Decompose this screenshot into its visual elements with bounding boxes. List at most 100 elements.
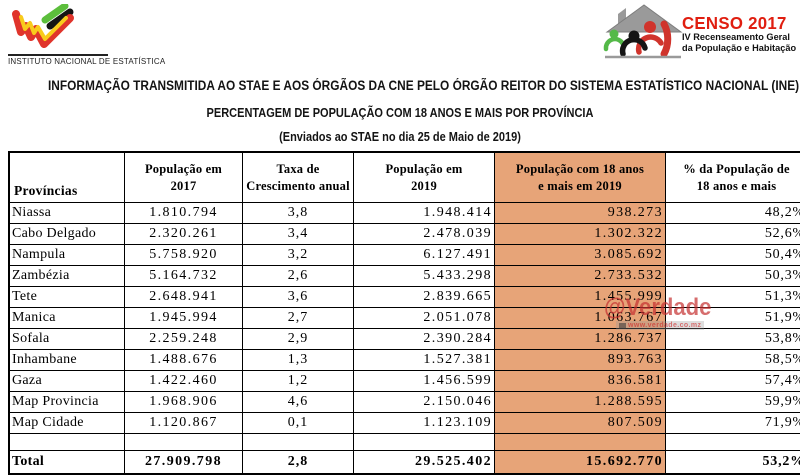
value-cell: 58,5% [665,349,800,371]
empty-row [8,433,800,451]
value-cell: 1.948.414 [353,202,495,224]
value-cell: 1.063.767 [494,307,666,329]
value-cell: 48,2% [665,202,800,224]
value-cell: 51,3% [665,286,800,308]
value-cell: 2.259.248 [124,328,243,350]
document-title-line1: INFORMAÇÃO TRANSMITIDA AO STAE E AOS ÓRG… [48,78,800,93]
value-cell: 29.525.402 [353,450,495,475]
table-row: Sofala 2.259.248 2,9 2.390.284 1.286.737 53,8… [8,328,800,350]
value-cell: 6.127.491 [353,244,495,266]
row-label-cell: Map Provincia [8,391,125,413]
value-cell: 59,9% [665,391,800,413]
value-cell [353,433,495,451]
value-cell: 1.488.676 [124,349,243,371]
value-cell: 53,2% [665,450,800,475]
row-label-cell: Zambézia [8,265,125,287]
value-cell: 1.455.999 [494,286,666,308]
value-cell: 3.085.692 [494,244,666,266]
value-cell: 2.648.941 [124,286,243,308]
value-cell: 50,4% [665,244,800,266]
row-label-cell: Gaza [8,370,125,392]
value-cell: 1.120.867 [124,412,243,434]
value-cell [494,433,666,451]
table-row: Cabo Delgado 2.320.261 3,4 2.478.039 1.302.3… [8,223,800,245]
row-label-cell: Tete [8,286,125,308]
value-cell: 2.478.039 [353,223,495,245]
value-cell: 3,2 [242,244,354,266]
table-row: Zambézia 5.164.732 2,6 5.433.298 2.733.532 50… [8,265,800,287]
value-cell: 1.945.994 [124,307,243,329]
censo-subtitle-1: IV Recenseamento Geral [682,32,790,43]
value-cell: 2.390.284 [353,328,495,350]
table-row: Inhambane 1.488.676 1,3 1.527.381 893.763 58,… [8,349,800,371]
censo-logo: CENSO 2017 IV Recenseamento Geral da Pop… [598,2,797,60]
population-table: Províncias População em 2017 Taxa de Cre… [8,151,800,475]
value-cell: 4,6 [242,391,354,413]
value-cell: 2.320.261 [124,223,243,245]
table-body: Niassa1.810.7943,81.948.414938.27348,2%C… [8,202,800,475]
value-cell: 1.123.109 [353,412,495,434]
value-cell: 57,4% [665,370,800,392]
value-cell: 51,9% [665,307,800,329]
ine-logo: INSTITUTO NACIONAL DE ESTATÍSTICA [8,2,178,66]
value-cell: 15.692.770 [494,450,666,475]
value-cell: 1.456.599 [353,370,495,392]
value-cell: 5.433.298 [353,265,495,287]
value-cell: 2,6 [242,265,354,287]
row-label-cell: Niassa [8,202,125,224]
value-cell: 2,9 [242,328,354,350]
table-row: Map Provincia 1.968.906 4,6 2.150.046 1.288.… [8,391,800,413]
censo-house-people-icon [603,4,683,59]
ine-logo-rule [8,54,108,56]
value-cell: 1.422.460 [124,370,243,392]
ine-caption: INSTITUTO NACIONAL DE ESTATÍSTICA [8,57,166,66]
value-cell: 3,8 [242,202,354,224]
ine-zigzag-chart-icon [12,2,74,48]
value-cell: 2.051.078 [353,307,495,329]
value-cell: 807.509 [494,412,666,434]
value-cell: 3,6 [242,286,354,308]
value-cell [124,433,243,451]
value-cell: 5.164.732 [124,265,243,287]
column-header-populacao-18-anos: População com 18 anos e mais em 2019 [494,151,666,203]
value-cell: 1.527.381 [353,349,495,371]
value-cell: 2.150.046 [353,391,495,413]
value-cell [665,433,800,451]
value-cell: 2,7 [242,307,354,329]
row-label-cell [8,433,125,451]
value-cell: 2,8 [242,450,354,475]
censo-title: CENSO 2017 [682,13,787,33]
column-header-populacao-2017: População em 2017 [124,151,243,203]
column-header-populacao-2019: População em 2019 [353,151,495,203]
value-cell: 893.763 [494,349,666,371]
row-label-cell: Sofala [8,328,125,350]
value-cell: 1,2 [242,370,354,392]
row-label-cell: Cabo Delgado [8,223,125,245]
value-cell: 836.581 [494,370,666,392]
value-cell: 1.288.595 [494,391,666,413]
document-title-line2: PERCENTAGEM DE POPULAÇÃO COM 18 ANOS E M… [206,106,594,120]
column-header-percent-18-anos: % da População de 18 anos e mais [665,151,800,203]
value-cell: 2.839.665 [353,286,495,308]
row-label-cell: Nampula [8,244,125,266]
row-label-cell: Inhambane [8,349,125,371]
column-header-taxa-crescimento: Taxa de Crescimento anual [242,151,354,203]
value-cell: 2.733.532 [494,265,666,287]
value-cell: 27.909.798 [124,450,243,475]
row-label-cell: Manica [8,307,125,329]
table-row: Manica 1.945.994 2,7 2.051.078 1.063.767 51,9… [8,307,800,329]
value-cell: 0,1 [242,412,354,434]
table-row: Map Cidade 1.120.867 0,1 1.123.109 807.509 71… [8,412,800,434]
row-label-cell: Map Cidade [8,412,125,434]
value-cell: 52,6% [665,223,800,245]
value-cell: 50,3% [665,265,800,287]
value-cell [242,433,354,451]
value-cell: 938.273 [494,202,666,224]
censo-subtitle-2: da População e Habitação [682,43,797,54]
value-cell: 1,3 [242,349,354,371]
value-cell: 71,9% [665,412,800,434]
